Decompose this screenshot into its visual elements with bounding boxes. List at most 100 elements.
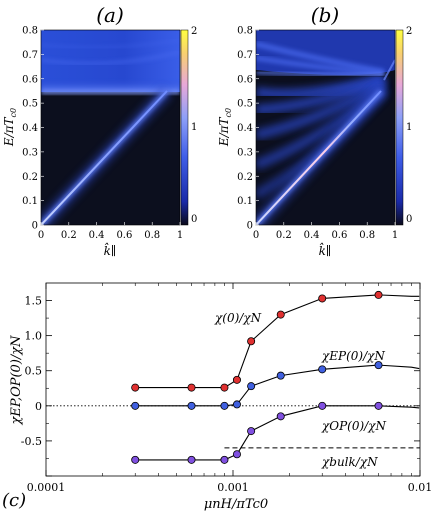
data-point <box>276 371 285 380</box>
bound-state-line-a <box>41 90 168 225</box>
x-axis-label-a: k̂∥ <box>104 241 117 258</box>
series-line <box>135 364 420 407</box>
svg-text:E/πTc0: E/πTc0 <box>2 108 18 147</box>
y-tick-label: 0.5 <box>237 99 253 110</box>
colorbar-b-tick-1: 1 <box>406 122 412 133</box>
data-point <box>232 400 241 409</box>
data-point <box>318 294 327 303</box>
panel-c-label: (c) <box>2 490 26 511</box>
y-tick-label: 0 <box>247 221 253 232</box>
data-point <box>187 383 196 392</box>
y-tick-label: 1.5 <box>25 295 43 308</box>
axis-a-ticks: 0 0.2 0.4 0.6 0.8 1 0 0.1 0.2 0.3 0.4 0.5 0.6 0.7 0.8 <box>22 26 183 242</box>
data-point <box>276 412 285 421</box>
x-tick-label: 0.0001 <box>27 481 66 494</box>
data-point <box>232 375 241 384</box>
bound-state-line-b <box>256 90 382 225</box>
annotation-chi-bulk: χbulk/χN <box>321 455 378 469</box>
colorbar-a-ticks: 2 1 0 <box>191 26 197 225</box>
y-tick-label: -0.5 <box>21 435 42 448</box>
x-tick-label: 0.6 <box>116 230 132 241</box>
colorbar-a-tick-0: 0 <box>191 214 197 225</box>
axis-b-ticks: 0 0.2 0.4 0.6 0.8 1 0 0.1 0.2 0.3 0.4 0.5 0.6 0.7 0.8 <box>237 26 398 242</box>
colorbar-a-tick-1: 1 <box>191 122 197 133</box>
y-tick-label: 0.8 <box>237 26 253 37</box>
data-point <box>247 337 256 346</box>
x-tick-label: 0.001 <box>217 481 249 494</box>
colorbar-a-tick-2: 2 <box>191 26 197 37</box>
annotation-chi-op: χOP(0)/χN <box>321 419 386 433</box>
y-tick-label: 0.7 <box>22 50 38 61</box>
data-point <box>220 383 229 392</box>
data-point <box>374 361 383 370</box>
heatmap-b <box>256 30 395 225</box>
series-line <box>135 294 420 389</box>
series-annotations-c: χ(0)/χN χEP(0)/χN χOP(0)/χN χbulk/χN <box>214 311 386 469</box>
annotation-chi: χ(0)/χN <box>214 311 262 325</box>
series-c <box>131 290 420 464</box>
y-tick-label: 0.1 <box>22 196 38 207</box>
data-point <box>374 290 383 299</box>
x-tick-label: 0.4 <box>89 230 105 241</box>
data-point <box>318 365 327 374</box>
data-point <box>247 427 256 436</box>
y-axis-label-c: χEP,OP(0)/χN <box>9 335 24 426</box>
colorbar-b-tick-0: 0 <box>406 214 412 225</box>
panel-a-label: (a) <box>96 3 124 27</box>
x-axis-label-c: μnH/πTc0 <box>204 497 268 512</box>
data-point <box>318 401 327 410</box>
data-point <box>247 382 256 391</box>
heatmap-a <box>41 30 180 225</box>
panel-b-label: (b) <box>311 3 339 27</box>
x-tick-label: 0.4 <box>304 230 320 241</box>
data-point <box>187 401 196 410</box>
y-tick-label: 0.3 <box>237 147 253 158</box>
colorbar-b <box>396 30 403 225</box>
x-tick-label: 0.2 <box>61 230 77 241</box>
y-axis-label-a: E/πTc0 <box>2 108 18 147</box>
panel-a: (a) 2 1 0 0 0.2 0.4 0.6 0.8 100.10.20.30.40.5… <box>2 3 197 258</box>
colorbar-b-tick-2: 2 <box>406 26 412 37</box>
data-point <box>131 383 140 392</box>
y-tick-label: 0.5 <box>25 365 43 378</box>
y-tick-label: 0.6 <box>22 74 38 85</box>
y-tick-label: 1.0 <box>25 330 43 343</box>
x-tick-label: 0 <box>253 230 259 241</box>
panel-c: 0.0001 0.001 0.01 -0.5 0 0.5 1.0 1.5 χ(0)/χN χE… <box>2 282 432 512</box>
data-point <box>232 450 241 459</box>
data-point <box>220 401 229 410</box>
colorbar-b-ticks: 2 1 0 <box>406 26 412 225</box>
x-tick-label: 0 <box>38 230 44 241</box>
y-tick-label: 0.3 <box>22 147 38 158</box>
data-point <box>374 401 383 410</box>
data-point <box>276 310 285 319</box>
panel-b: (b) 2 1 0 0 0.2 0.4 0.6 0.8 100.10.2 <box>217 3 412 258</box>
y-tick-label: 0.2 <box>22 172 38 183</box>
y-tick-label: 0 <box>32 221 38 232</box>
x-tick-label: 0.2 <box>276 230 292 241</box>
x-tick-label: 0.6 <box>331 230 347 241</box>
colorbar-a <box>181 30 188 225</box>
x-tick-label: 0.8 <box>359 230 375 241</box>
y-tick-label: 0.4 <box>22 123 38 134</box>
annotation-chi-ep: χEP(0)/χN <box>321 349 385 363</box>
x-tick-label: 0.8 <box>144 230 160 241</box>
x-axis-label-b: k̂∥ <box>319 241 332 258</box>
x-tick-label: 0.01 <box>408 481 433 494</box>
data-point <box>187 455 196 464</box>
data-point <box>131 455 140 464</box>
series-line <box>135 405 420 461</box>
y-tick-label: 0.5 <box>22 99 38 110</box>
x-tick-label: 1 <box>392 230 398 241</box>
y-axis-label-b: E/πTc0 <box>217 108 233 147</box>
axis-c-ticks: 0.0001 0.001 0.01 -0.5 0 0.5 1.0 1.5 <box>21 283 432 494</box>
svg-text:χEP,OP(0)/χN: χEP,OP(0)/χN <box>9 335 24 426</box>
data-point <box>220 455 229 464</box>
y-tick-label: 0.7 <box>237 50 253 61</box>
svg-text:E/πTc0: E/πTc0 <box>217 108 233 147</box>
data-point <box>131 401 140 410</box>
x-tick-label: 1 <box>177 230 183 241</box>
y-tick-label: 0.2 <box>237 172 253 183</box>
y-tick-label: 0.8 <box>22 26 38 37</box>
